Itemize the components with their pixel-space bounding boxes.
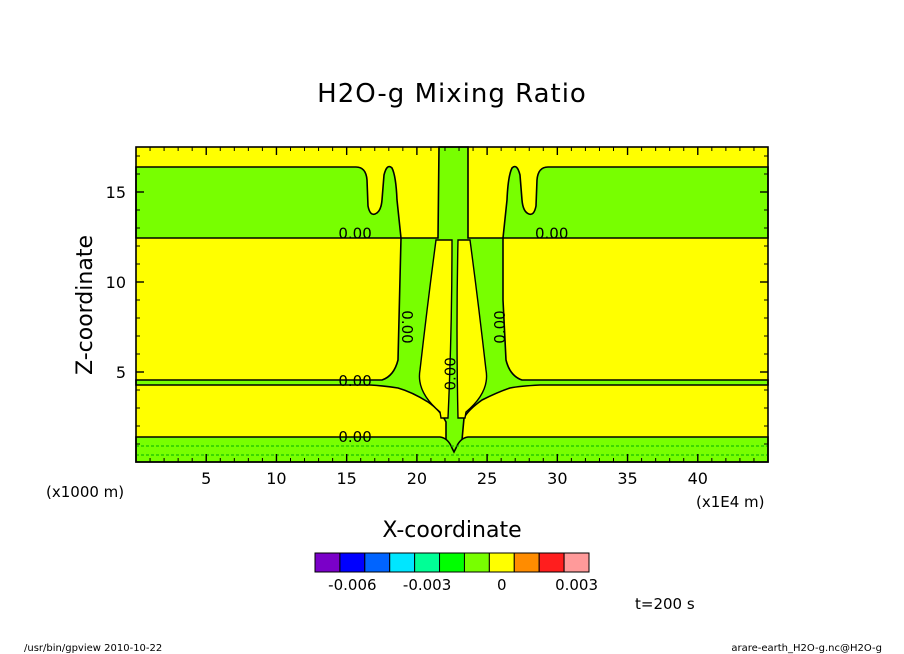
contour-label: 0.00 (491, 310, 509, 343)
x-tick-label: 10 (266, 469, 286, 488)
footer-left: /usr/bin/gpview 2010-10-22 (24, 643, 162, 654)
contour-label: 0.00 (338, 428, 371, 446)
colorbar-swatch (563, 552, 590, 573)
x-tick-label: 35 (617, 469, 637, 488)
x-tick-label: 20 (407, 469, 427, 488)
tower-gap-left (418, 239, 453, 419)
time-label: t=200 s (635, 595, 695, 613)
x-tick-label: 5 (201, 469, 211, 488)
plot-area: 0.00 0.00 0.00 0.00 0.00 0.00 0.00 5 10 15 20 25 30… (106, 146, 769, 488)
colorbar-swatch (488, 552, 515, 573)
x-axis-unit: (x1E4 m) (696, 493, 765, 511)
colorbar: -0.006 -0.003 0 0.003 (314, 552, 598, 594)
x-tick-label: 30 (547, 469, 567, 488)
colorbar-tick-label: 0.003 (555, 576, 598, 594)
colorbar-swatch (439, 552, 465, 573)
axis-ticks: 5 10 15 20 25 30 35 40 5 10 15 (106, 147, 768, 488)
colorbar-swatch (364, 552, 391, 573)
footer-right: arare-earth_H2O-g.nc@H2O-g (731, 643, 882, 654)
colorbar-tick-label: -0.006 (328, 576, 376, 594)
plot-frame (135, 146, 769, 463)
colorbar-swatch (513, 552, 540, 573)
chart-title: H2O-g Mixing Ratio (317, 79, 587, 109)
y-tick-label: 5 (116, 363, 126, 382)
y-axis-label: Z-coordinate (73, 235, 98, 375)
upper-moist-band-right (502, 165, 769, 239)
y-tick-label: 15 (106, 183, 126, 202)
y-axis-unit: (x1000 m) (46, 483, 124, 501)
contour-label: 0.00 (338, 372, 371, 390)
colorbar-swatch (538, 552, 565, 573)
tower-gap-right (456, 239, 488, 419)
colorbar-swatch (389, 552, 416, 573)
x-tick-label: 40 (688, 469, 708, 488)
x-axis-label: X-coordinate (382, 518, 521, 543)
lower-moist-band (135, 436, 769, 463)
contour-label: 0.00 (398, 310, 416, 343)
upper-moist-band (135, 165, 402, 239)
colorbar-tick-label: -0.003 (403, 576, 451, 594)
x-tick-label: 15 (336, 469, 356, 488)
contour-label: 0.00 (338, 224, 371, 242)
contour-label: 0.00 (442, 357, 460, 390)
colorbar-tick-label: 0 (497, 576, 507, 594)
colorbar-swatch (414, 552, 441, 573)
colorbar-swatch (339, 552, 366, 573)
x-tick-label: 25 (477, 469, 497, 488)
y-tick-label: 10 (106, 273, 126, 292)
contour-labels: 0.00 0.00 0.00 0.00 0.00 0.00 0.00 (338, 224, 568, 445)
colorbar-swatch (314, 552, 341, 573)
contour-label: 0.00 (535, 224, 568, 242)
colorbar-swatch (463, 552, 490, 573)
